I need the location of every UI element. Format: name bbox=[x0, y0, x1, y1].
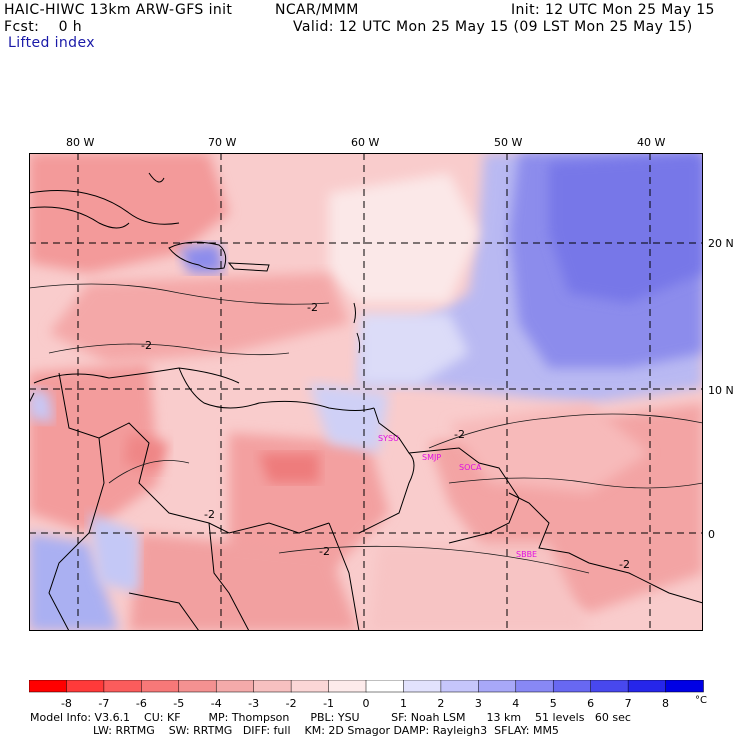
colorbar-swatch bbox=[478, 680, 517, 693]
lon-label-70w: 70 W bbox=[208, 136, 237, 149]
colorbar-tick-label: -1 bbox=[323, 697, 334, 710]
contour-label: -2 bbox=[141, 339, 152, 352]
colorbar-swatch bbox=[440, 680, 480, 693]
init-time: Init: 12 UTC Mon 25 May 15 bbox=[511, 2, 715, 18]
colorbar-tick-label: 4 bbox=[512, 697, 519, 710]
colorbar-swatch bbox=[178, 680, 217, 693]
colorbar-swatch bbox=[66, 680, 105, 693]
colorbar-swatch bbox=[253, 680, 292, 693]
valid-time: Valid: 12 UTC Mon 25 May 15 (09 LST Mon … bbox=[293, 19, 693, 35]
colorbar-tick-label: 7 bbox=[625, 697, 632, 710]
contour-label: -2 bbox=[307, 301, 318, 314]
colorbar-swatch bbox=[590, 680, 629, 693]
colorbar-tick-label: 1 bbox=[400, 697, 407, 710]
lifted-index-map: -2 -2 -2 -2 -2 -2 SYSU SMJP SOCA SBBE bbox=[29, 153, 703, 631]
colorbar: -8 -7 -6 -5 -4 -3 -2 -1 0 1 2 3 4 5 6 7 8 °C bbox=[29, 680, 707, 710]
station-label: SYSU bbox=[378, 434, 399, 443]
model-title: HAIC-HIWC 13km ARW-GFS init bbox=[4, 2, 233, 18]
station-label: SMJP bbox=[422, 453, 441, 462]
colorbar-tick-label: -6 bbox=[136, 697, 147, 710]
contour-lines bbox=[29, 283, 703, 574]
colorbar-tick-label: 5 bbox=[550, 697, 557, 710]
colorbar-swatch bbox=[627, 680, 667, 693]
contour-label: -2 bbox=[619, 558, 630, 571]
colorbar-tick-label: 0 bbox=[363, 697, 370, 710]
colorbar-swatch bbox=[665, 680, 704, 693]
shaded-field bbox=[29, 153, 703, 631]
org-label: NCAR/MMM bbox=[275, 2, 359, 18]
colorbar-tick-label: 2 bbox=[437, 697, 444, 710]
lon-label-60w: 60 W bbox=[351, 136, 380, 149]
contour-label: -2 bbox=[204, 508, 215, 521]
lon-label-80w: 80 W bbox=[66, 136, 95, 149]
colorbar-swatch bbox=[29, 680, 68, 693]
colorbar-tick-label: -8 bbox=[61, 697, 72, 710]
lon-label-40w: 40 W bbox=[637, 136, 666, 149]
colorbar-swatch bbox=[328, 680, 367, 693]
colorbar-tick-label: -2 bbox=[286, 697, 297, 710]
colorbar-swatch bbox=[515, 680, 554, 693]
colorbar-tick-label: -5 bbox=[173, 697, 184, 710]
lat-label-0: 0 bbox=[708, 528, 715, 541]
lat-label-10n: 10 N bbox=[708, 384, 734, 397]
lon-label-50w: 50 W bbox=[494, 136, 523, 149]
station-label: SBBE bbox=[516, 550, 537, 559]
colorbar-swatch bbox=[290, 680, 330, 693]
colorbar-tick-label: 3 bbox=[475, 697, 482, 710]
model-info-line2: LW: RRTMG SW: RRTMG DIFF: full KM: 2D Sm… bbox=[30, 724, 559, 737]
map-frame bbox=[29, 153, 703, 631]
colorbar-tick-label: -7 bbox=[98, 697, 109, 710]
coastlines bbox=[29, 172, 703, 631]
colorbar-swatch bbox=[552, 680, 592, 693]
colorbar-tick-label: -3 bbox=[248, 697, 259, 710]
contour-label: -2 bbox=[454, 428, 465, 441]
colorbar-swatch bbox=[103, 680, 143, 693]
colorbar-tick-label: -4 bbox=[211, 697, 222, 710]
colorbar-swatch bbox=[215, 680, 255, 693]
field-name: Lifted index bbox=[8, 35, 95, 51]
model-info-line1: Model Info: V3.6.1 CU: KF MP: Thompson P… bbox=[30, 711, 631, 724]
lat-lon-grid bbox=[29, 153, 703, 631]
colorbar-unit: °C bbox=[695, 695, 707, 706]
colorbar-swatch bbox=[141, 680, 180, 693]
colorbar-tick-label: 6 bbox=[587, 697, 594, 710]
lat-label-20n: 20 N bbox=[708, 237, 734, 250]
contour-label: -2 bbox=[319, 545, 330, 558]
colorbar-swatch bbox=[403, 680, 442, 693]
station-label: SOCA bbox=[459, 463, 482, 472]
colorbar-swatch bbox=[365, 680, 405, 693]
colorbar-tick-label: 8 bbox=[662, 697, 669, 710]
forecast-hour: Fcst: 0 h bbox=[4, 19, 83, 35]
